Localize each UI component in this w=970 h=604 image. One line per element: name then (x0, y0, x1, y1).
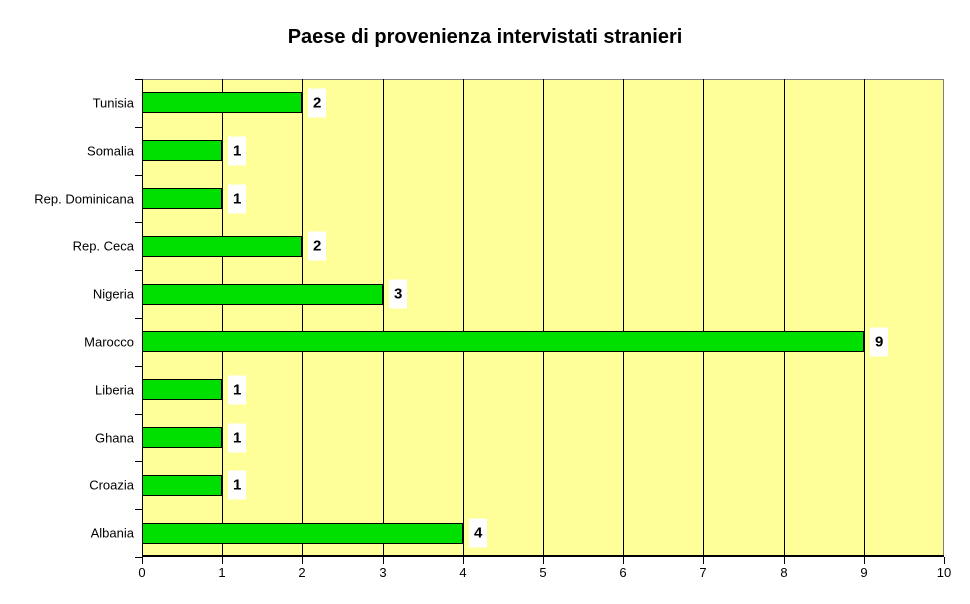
bar-value-label: 1 (228, 375, 247, 405)
bar-value-label: 1 (228, 184, 247, 214)
x-axis-tick (302, 557, 303, 564)
x-tick-label: 2 (298, 565, 306, 580)
gridline (382, 79, 384, 557)
category-label: Rep. Ceca (72, 238, 134, 254)
y-axis-tick (135, 270, 142, 271)
bar (142, 140, 222, 161)
bar-value-label: 1 (228, 136, 247, 166)
x-axis-tick (543, 557, 544, 564)
x-tick-label: 9 (860, 565, 868, 580)
y-axis-line (142, 79, 143, 557)
x-axis-tick (623, 557, 624, 564)
bar (142, 523, 463, 544)
gridline (302, 79, 304, 557)
category-label: Nigeria (92, 286, 134, 302)
category-label: Croazia (89, 477, 134, 493)
x-axis-tick (222, 557, 223, 564)
bar-value-label: 4 (469, 518, 488, 548)
x-axis-line (142, 555, 944, 557)
gridline (623, 79, 625, 557)
category-label: Ghana (94, 430, 134, 446)
bar-value-label: 1 (228, 470, 247, 500)
category-label: Somalia (87, 143, 134, 159)
bar (142, 236, 302, 257)
bar (142, 331, 864, 352)
y-axis-tick (135, 79, 142, 80)
bar-value-label: 3 (389, 279, 408, 309)
gridline (222, 79, 224, 557)
x-tick-label: 4 (459, 565, 467, 580)
y-axis-tick (135, 461, 142, 462)
y-axis-tick (135, 509, 142, 510)
bar (142, 427, 222, 448)
y-axis-tick (135, 222, 142, 223)
y-axis-tick (135, 318, 142, 319)
bar (142, 379, 222, 400)
category-label: Albania (90, 525, 134, 541)
x-axis-tick (703, 557, 704, 564)
x-tick-label: 6 (619, 565, 627, 580)
bar-value-label: 2 (308, 231, 327, 261)
bar (142, 92, 302, 113)
y-axis-tick (135, 127, 142, 128)
bar (142, 475, 222, 496)
x-axis-tick (142, 557, 143, 564)
x-tick-label: 1 (218, 565, 226, 580)
x-tick-label: 10 (936, 565, 952, 580)
category-label: Liberia (94, 382, 134, 398)
gridline (703, 79, 705, 557)
gridline (462, 79, 464, 557)
gridline (543, 79, 544, 557)
x-tick-label: 8 (780, 565, 788, 580)
x-tick-label: 7 (699, 565, 707, 580)
chart-title: Paese di provenienza intervistati strani… (287, 26, 683, 48)
y-axis-tick (135, 414, 142, 415)
bar-value-label: 2 (308, 88, 327, 118)
bar (142, 284, 383, 305)
bar-value-label: 1 (228, 423, 247, 453)
y-axis-tick (135, 366, 142, 367)
category-label: Marocco (84, 334, 134, 350)
x-tick-label: 5 (539, 565, 547, 580)
gridline (863, 79, 865, 557)
bar (142, 188, 222, 209)
y-axis-tick (135, 557, 142, 558)
x-axis-tick (784, 557, 785, 564)
y-axis-tick (135, 175, 142, 176)
x-tick-label: 0 (138, 565, 146, 580)
gridline (783, 79, 785, 557)
x-axis-tick (463, 557, 464, 564)
category-label: Tunisia (92, 95, 134, 111)
x-tick-label: 3 (379, 565, 387, 580)
x-axis-tick (864, 557, 865, 564)
category-label: Rep. Dominicana (34, 191, 134, 207)
x-axis-tick (383, 557, 384, 564)
x-axis-tick (944, 557, 945, 564)
bar-value-label: 9 (870, 327, 889, 357)
